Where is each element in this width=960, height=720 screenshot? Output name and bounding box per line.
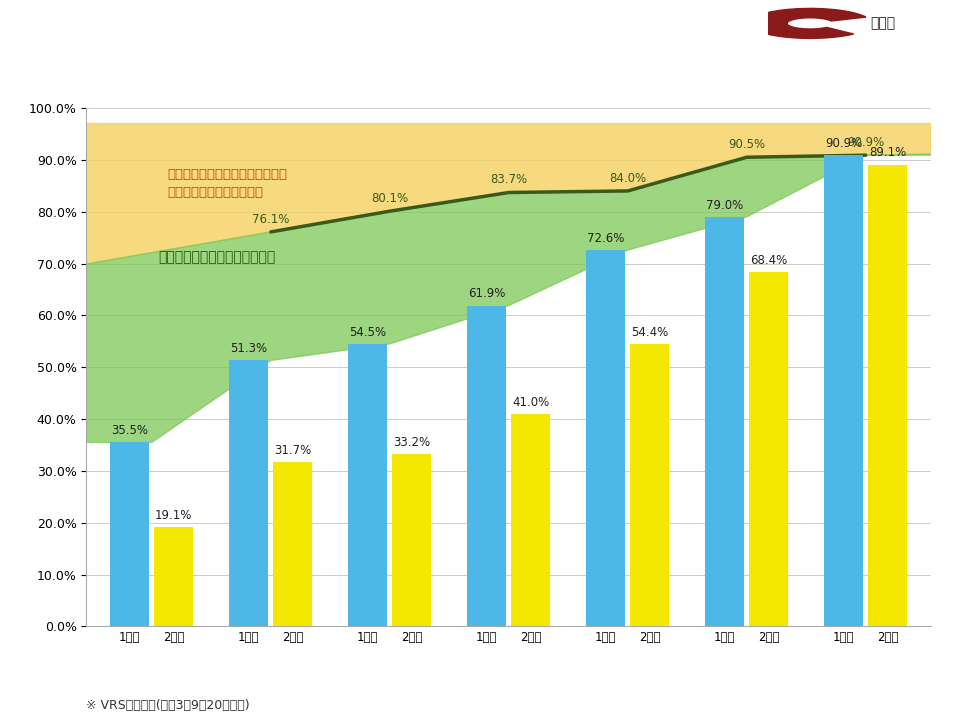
Bar — [868, 164, 907, 626]
Bar — [155, 527, 194, 626]
Text: 76.1%: 76.1% — [252, 212, 290, 225]
Text: 33.2%: 33.2% — [394, 436, 430, 449]
Text: 90.9%: 90.9% — [826, 137, 862, 150]
Text: 副反応・安全性に不安がある等で
ワクチンを打ちたくない層: 副反応・安全性に不安がある等で ワクチンを打ちたくない層 — [167, 168, 287, 199]
Text: 68.4%: 68.4% — [750, 253, 787, 266]
Wedge shape — [749, 9, 866, 38]
Bar — [587, 250, 625, 626]
Text: 80.1%: 80.1% — [372, 192, 408, 205]
Polygon shape — [86, 154, 931, 442]
Text: 90.9%: 90.9% — [847, 136, 884, 149]
Polygon shape — [86, 124, 931, 264]
Text: 84.0%: 84.0% — [610, 172, 646, 185]
Text: 83.7%: 83.7% — [491, 174, 527, 186]
Text: ワクチン接種率と接種意向（年代別）: ワクチン接種率と接種意向（年代別） — [14, 56, 312, 84]
Text: 89.1%: 89.1% — [869, 146, 906, 159]
Bar — [749, 272, 788, 626]
Text: 広島県: 広島県 — [871, 17, 896, 30]
Text: 19.1%: 19.1% — [156, 509, 193, 522]
Text: 61.9%: 61.9% — [468, 287, 506, 300]
Text: 72.6%: 72.6% — [588, 232, 624, 245]
Bar — [824, 156, 863, 626]
Text: 41.0%: 41.0% — [513, 396, 549, 409]
Text: 90.5%: 90.5% — [729, 138, 765, 151]
Bar — [110, 442, 150, 626]
Text: 31.7%: 31.7% — [275, 444, 311, 457]
Text: 79.0%: 79.0% — [707, 199, 743, 212]
Bar — [229, 361, 269, 626]
Text: 54.5%: 54.5% — [349, 325, 386, 338]
Bar — [706, 217, 744, 626]
Bar — [274, 462, 312, 626]
Bar — [511, 414, 550, 626]
Text: 35.5%: 35.5% — [111, 424, 149, 437]
Bar — [348, 344, 388, 626]
Text: 予約ができない・接種待ちの層: 予約ができない・接種待ちの層 — [157, 251, 276, 264]
Bar — [393, 454, 431, 626]
Text: 54.4%: 54.4% — [631, 326, 668, 339]
Bar — [630, 344, 669, 626]
Text: 51.3%: 51.3% — [230, 342, 268, 355]
Bar — [468, 305, 507, 626]
Text: ※ VRS入力情報(令和3年9月20日現在): ※ VRS入力情報(令和3年9月20日現在) — [86, 699, 250, 712]
